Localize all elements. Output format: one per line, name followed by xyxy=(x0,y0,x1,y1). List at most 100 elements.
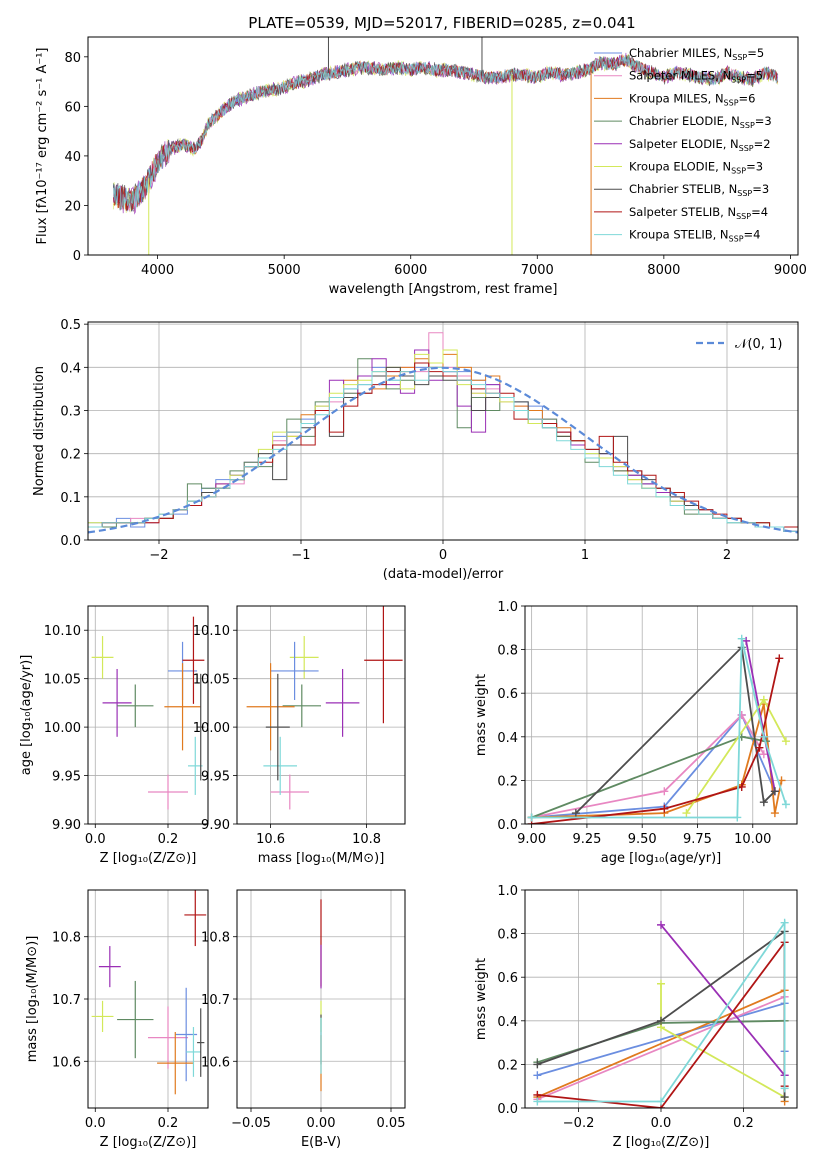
x-tick-label: 0 xyxy=(439,548,447,563)
errorbar-point-kroupa_miles xyxy=(164,663,201,751)
y-tick-label: 0.6 xyxy=(497,971,518,986)
plot-area xyxy=(237,890,405,1108)
axes-frame xyxy=(524,889,798,1109)
weight-marker-salpeter_elodie xyxy=(657,920,665,929)
x-tick-label: 0.2 xyxy=(158,1116,179,1131)
weight-marker-salpeter_stelib xyxy=(660,804,669,813)
weight-marker-kroupa_stelib xyxy=(781,800,790,809)
y-axis-label: Normed distribution xyxy=(32,366,47,496)
weight-marker-kroupa_elodie xyxy=(657,979,665,988)
weight-marker-kroupa_stelib xyxy=(527,813,536,822)
x-tick-label: −0.05 xyxy=(231,1116,271,1131)
errorbar-point-chabrier_stelib xyxy=(197,673,205,781)
weight-marker-kroupa_miles xyxy=(770,809,779,818)
weight-marker-chabrier_stelib xyxy=(571,809,580,818)
panel-age_vs_mass: 10.6 10.8 9.90 9.95 10.00 10.05 10.10 mass [log… xyxy=(193,605,406,866)
panel-spectrum: 4000 5000 6000 7000 8000 9000 0 20 40 60 80 wavelen… xyxy=(35,36,807,297)
y-axis-label: age [log₁₀(age/yr)] xyxy=(19,655,34,776)
x-tick-label: 10.6 xyxy=(256,832,285,847)
errorbar-point-chabrier_elodie xyxy=(117,980,154,1059)
x-tick-label: 0.2 xyxy=(158,832,179,847)
axes-frame xyxy=(87,321,799,541)
histogram-kroupa_stelib xyxy=(88,366,798,540)
x-tick-label: 0.2 xyxy=(733,1116,754,1131)
legend-label-salpeter_stelib: Salpeter STELIB, NSSP=4 xyxy=(629,205,768,221)
axes-frame xyxy=(87,36,799,256)
legend-label-kroupa_miles: Kroupa MILES, NSSP=6 xyxy=(629,91,755,107)
x-tick-label: 9.00 xyxy=(517,832,546,847)
x-tick-label: 7000 xyxy=(521,263,554,278)
x-axis-label: Z [log₁₀(Z/Z⊙)] xyxy=(100,851,197,866)
y-tick-label: 80 xyxy=(64,51,81,66)
y-tick-label: 0.5 xyxy=(60,318,81,333)
axes-frame xyxy=(236,605,406,825)
y-tick-label: 0.3 xyxy=(60,404,81,419)
y-tick-label: 10.10 xyxy=(44,624,81,639)
y-tick-label: 0.8 xyxy=(497,644,518,659)
weight-marker-kroupa_elodie xyxy=(759,695,768,704)
y-tick-label: 10.05 xyxy=(193,673,230,688)
y-tick-label: 20 xyxy=(64,199,81,214)
legend-label-salpeter_elodie: Salpeter ELODIE, NSSP=2 xyxy=(629,137,771,153)
y-tick-label: 9.90 xyxy=(201,818,230,833)
legend-label-kroupa_elodie: Kroupa ELODIE, NSSP=3 xyxy=(629,160,763,176)
spectrum-line-kroupa_stelib xyxy=(112,55,779,210)
y-tick-label: 0.4 xyxy=(497,1015,518,1030)
y-tick-label: 10.8 xyxy=(52,931,81,946)
weight-marker-kroupa_elodie xyxy=(682,809,691,818)
errorbar-point-salpeter_stelib xyxy=(364,606,403,724)
x-tick-label: 9.25 xyxy=(572,832,601,847)
errorbar-point-kroupa_elodie xyxy=(91,636,114,679)
legend: Chabrier MILES, NSSP=5 Salpeter MILES, NS… xyxy=(594,46,772,244)
legend-label-normal: 𝒩(0, 1) xyxy=(735,337,782,352)
x-tick-label: 4000 xyxy=(141,263,174,278)
errorbar-point-salpeter_miles xyxy=(270,774,309,810)
normal-curve xyxy=(88,366,798,534)
x-axis-label: E(B-V) xyxy=(301,1135,341,1150)
x-tick-label: 2 xyxy=(723,548,731,563)
x-axis-label: age [log₁₀(age/yr)] xyxy=(601,851,722,866)
x-tick-label: 0.0 xyxy=(651,1116,672,1131)
y-tick-label: 0.0 xyxy=(497,818,518,833)
weight-marker-chabrier_miles xyxy=(533,1071,542,1080)
weight-line-salpeter_elodie xyxy=(745,640,776,792)
x-tick-label: 9.50 xyxy=(628,832,657,847)
x-tick-label: 9.75 xyxy=(683,832,712,847)
legend-label-chabrier_elodie: Chabrier ELODIE, NSSP=3 xyxy=(629,114,772,130)
y-tick-label: 0 xyxy=(73,249,81,264)
weight-marker-kroupa_stelib xyxy=(657,1097,665,1106)
weight-marker-salpeter_stelib xyxy=(775,654,784,663)
weight-line-kroupa_miles xyxy=(531,703,783,819)
y-tick-label: 0.1 xyxy=(60,491,81,506)
y-tick-label: 10.7 xyxy=(52,993,81,1008)
weight-marker-chabrier_stelib xyxy=(770,787,779,796)
y-tick-label: 60 xyxy=(64,100,81,115)
axes-frame xyxy=(236,889,406,1109)
panel-age_vs_Z: 0.0 0.2 9.90 9.95 10.00 10.05 10.10 Z [log₁₀(Z/… xyxy=(19,605,209,866)
y-tick-label: 10.10 xyxy=(193,624,230,639)
weight-marker-kroupa_elodie xyxy=(781,737,790,746)
weight-marker-chabrier_stelib xyxy=(759,798,768,807)
weight-marker-kroupa_stelib xyxy=(737,634,746,643)
weight-marker-kroupa_stelib xyxy=(780,918,789,927)
plot-area xyxy=(112,37,779,255)
weight-marker-chabrier_stelib xyxy=(533,1060,542,1069)
plot-area xyxy=(525,606,797,824)
weight-marker-chabrier_stelib xyxy=(657,1016,665,1025)
y-tick-label: 0.4 xyxy=(497,731,518,746)
axes-frame xyxy=(87,605,209,825)
plot-area xyxy=(237,606,405,824)
y-tick-label: 0.0 xyxy=(497,1102,518,1117)
y-tick-label: 1.0 xyxy=(497,884,518,899)
legend-label-kroupa_stelib: Kroupa STELIB, NSSP=4 xyxy=(629,228,760,244)
panel-weight_vs_age: 9.00 9.25 9.50 9.75 10.00 0.0 0.2 0.4 0.6 0.8 1.0 a… xyxy=(474,600,798,866)
axes-frame xyxy=(524,605,798,825)
y-tick-label: 0.4 xyxy=(60,361,81,376)
plot-area xyxy=(88,322,798,540)
x-tick-label: −2 xyxy=(149,548,168,563)
errorbar-point-kroupa_stelib xyxy=(188,736,203,795)
y-tick-label: 0.6 xyxy=(497,687,518,702)
x-axis-label: Z [log₁₀(Z/Z⊙)] xyxy=(100,1135,197,1150)
plot-area xyxy=(88,890,208,1108)
x-axis-label: Z [log₁₀(Z/Z⊙)] xyxy=(613,1135,710,1150)
